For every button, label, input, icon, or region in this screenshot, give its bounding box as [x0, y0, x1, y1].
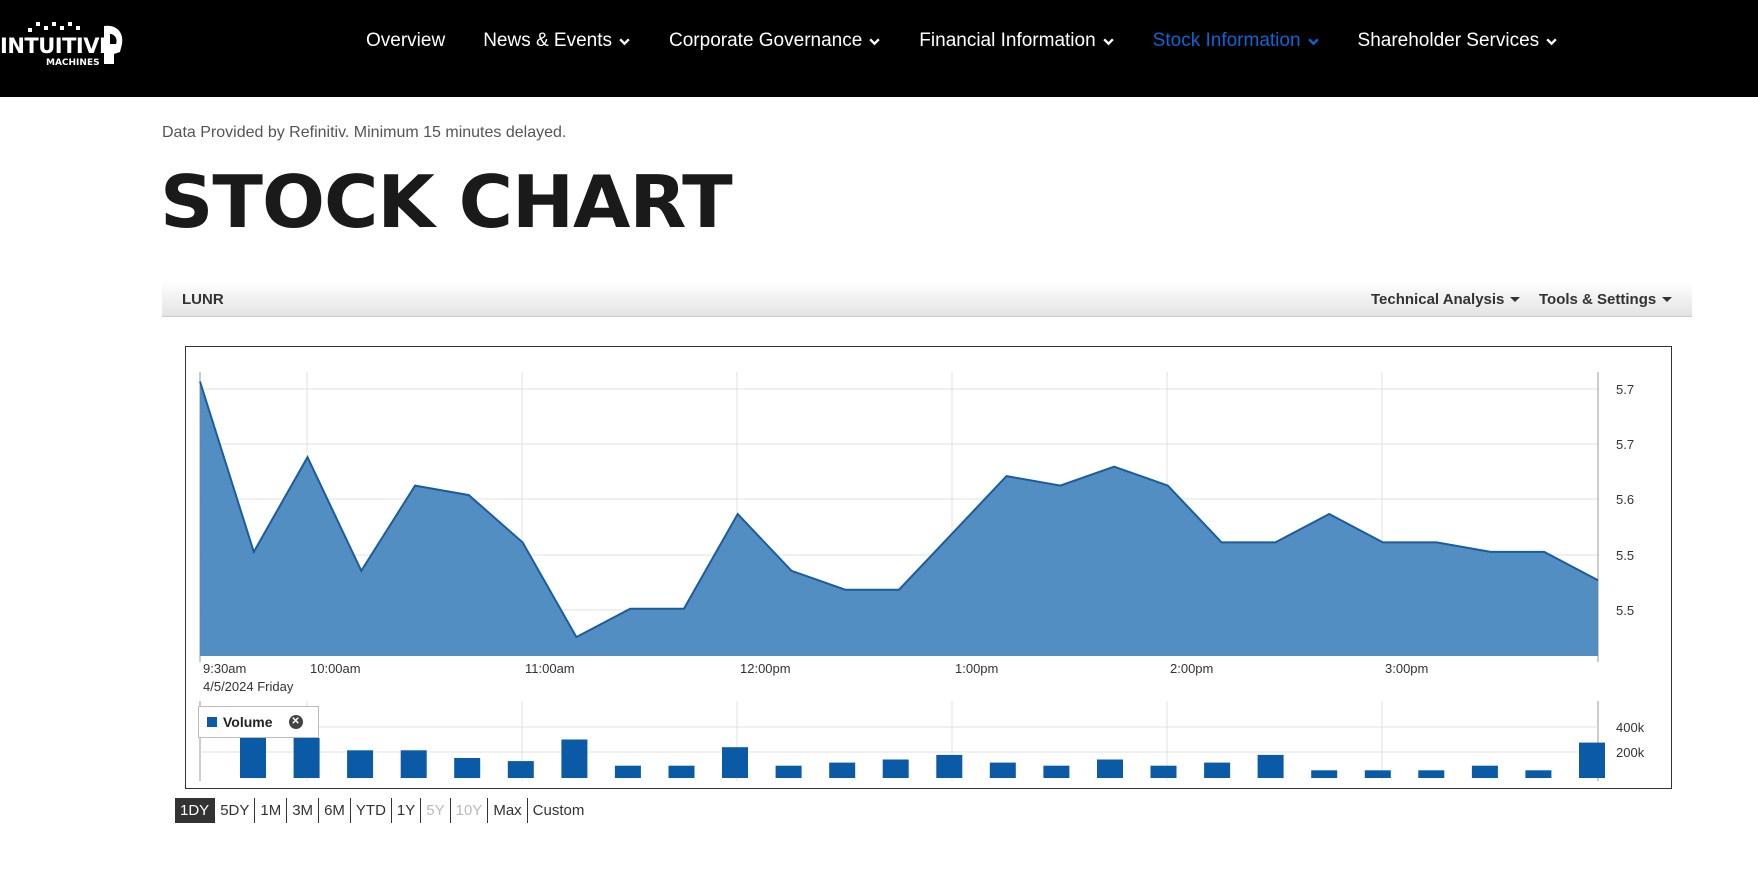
range-button-5dy[interactable]: 5DY	[215, 798, 256, 823]
nav-item-news-events[interactable]: News & Events	[483, 30, 631, 52]
nav-item-financial-information[interactable]: Financial Information	[919, 30, 1114, 52]
volume-bar	[507, 761, 534, 778]
date-label: 4/5/2024 Friday	[203, 679, 294, 694]
technical-analysis-menu[interactable]: Technical Analysis	[1371, 291, 1521, 308]
range-button-3m[interactable]: 3M	[287, 798, 320, 823]
nav-item-label: News & Events	[483, 30, 613, 51]
price-area	[200, 381, 1598, 656]
volume-bar	[775, 765, 802, 778]
x-tick-label: 12:00pm	[740, 661, 791, 676]
page-title: STOCK CHART	[160, 160, 733, 244]
range-button-custom[interactable]: Custom	[532, 802, 585, 819]
volume-bar	[722, 747, 748, 778]
volume-bar	[454, 758, 481, 778]
x-tick-label: 2:00pm	[1170, 661, 1213, 676]
x-tick-label: 11:00am	[525, 661, 575, 676]
tools-settings-label: Tools & Settings	[1539, 291, 1657, 308]
x-tick-label: 3:00pm	[1385, 661, 1428, 676]
tools-settings-menu[interactable]: Tools & Settings	[1539, 291, 1673, 308]
chevron-down-icon	[1307, 37, 1319, 45]
volume-bar	[1525, 770, 1552, 778]
volume-bar	[400, 750, 427, 778]
logo-text: INTUITIVE	[0, 34, 113, 58]
volume-bar	[1471, 765, 1498, 778]
volume-bar	[561, 739, 588, 778]
volume-bar	[1204, 762, 1231, 778]
x-tick-label: 1:00pm	[955, 661, 998, 676]
nav-item-corporate-governance[interactable]: Corporate Governance	[669, 30, 881, 52]
volume-bar	[614, 765, 641, 778]
caret-down-icon	[1510, 297, 1521, 302]
stock-chart-panel: 5.7 5.7 5.6 5.5 5.5 9:30am 10:00am 11:00am 12:00…	[185, 346, 1672, 789]
volume-bar	[668, 765, 695, 778]
volume-bar	[1097, 759, 1123, 778]
volume-bar	[936, 754, 963, 778]
volume-bar	[1364, 770, 1391, 778]
chart-toolbar: LUNR Technical Analysis Tools & Settings	[162, 282, 1692, 317]
nav-item-label: Corporate Governance	[669, 30, 863, 51]
intuitive-machines-logo[interactable]: INTUITIVE MACHINES	[0, 22, 130, 72]
volume-tick-label: 400k	[1616, 720, 1645, 735]
nav-item-label: Shareholder Services	[1357, 30, 1540, 51]
volume-bar	[1150, 765, 1177, 778]
ticker-symbol: LUNR	[182, 291, 224, 308]
volume-bar	[1579, 742, 1605, 778]
chevron-down-icon	[1546, 37, 1557, 45]
volume-swatch	[207, 717, 217, 727]
nav-item-label: Overview	[366, 30, 446, 51]
volume-bar	[882, 759, 909, 778]
stock-chart-svg[interactable]: 5.7 5.7 5.6 5.5 5.5 9:30am 10:00am 11:00am 12:00…	[186, 347, 1671, 788]
nav-item-label: Stock Information	[1152, 30, 1301, 51]
volume-tick-label: 200k	[1616, 745, 1645, 760]
nav-item-stock-information[interactable]: Stock Information	[1153, 30, 1320, 52]
data-provider-note: Data Provided by Refinitiv. Minimum 15 m…	[162, 124, 567, 141]
y-tick-label: 5.7	[1616, 382, 1634, 397]
volume-bar	[1043, 765, 1070, 778]
range-button-1m[interactable]: 1M	[255, 798, 288, 823]
volume-legend: Volume ✕	[198, 706, 319, 738]
caret-down-icon	[1662, 297, 1673, 302]
volume-bar	[293, 738, 320, 778]
range-button-max[interactable]: Max	[488, 798, 528, 823]
range-selector: 1DY 5DY 1M 3M 6M YTD 1Y 5Y 10Y Max Custom	[175, 798, 589, 823]
y-tick-label: 5.7	[1616, 437, 1634, 452]
y-tick-label: 5.5	[1616, 548, 1634, 563]
range-button-10y: 10Y	[451, 798, 489, 823]
volume-bar	[1311, 770, 1338, 778]
nav-item-shareholder-services[interactable]: Shareholder Services	[1358, 30, 1559, 52]
close-circle-icon[interactable]: ✕	[288, 715, 303, 729]
nav-item-overview[interactable]: Overview	[366, 30, 445, 52]
chevron-down-icon	[619, 37, 630, 45]
range-button-1y[interactable]: 1Y	[392, 798, 422, 823]
logo-dots-icon	[28, 22, 80, 32]
nav-item-label: Financial Information	[919, 30, 1096, 51]
logo-subtext: MACHINES	[46, 58, 100, 68]
technical-analysis-label: Technical Analysis	[1371, 291, 1505, 308]
main-nav: Overview News & Events Corporate Governanc…	[366, 30, 1596, 52]
y-tick-label: 5.5	[1616, 603, 1634, 618]
range-button-1dy[interactable]: 1DY	[175, 798, 216, 823]
chevron-down-icon	[1102, 37, 1114, 45]
range-button-6m[interactable]: 6M	[319, 798, 351, 823]
volume-bar	[1418, 770, 1445, 778]
volume-bar	[829, 762, 856, 778]
chevron-down-icon	[869, 37, 880, 45]
volume-bar	[989, 762, 1016, 778]
x-tick-label: 10:00am	[310, 661, 361, 676]
astronaut-head-icon	[104, 25, 123, 65]
volume-bar	[347, 750, 374, 778]
x-tick-label: 9:30am	[203, 661, 246, 676]
volume-bar	[1257, 754, 1284, 778]
range-button-5y: 5Y	[421, 798, 451, 823]
range-button-ytd[interactable]: YTD	[351, 798, 392, 823]
top-navigation-bar: INTUITIVE MACHINES Overview News & Events…	[0, 0, 1758, 97]
volume-legend-label: Volume	[223, 714, 273, 730]
y-tick-label: 5.6	[1616, 492, 1634, 507]
